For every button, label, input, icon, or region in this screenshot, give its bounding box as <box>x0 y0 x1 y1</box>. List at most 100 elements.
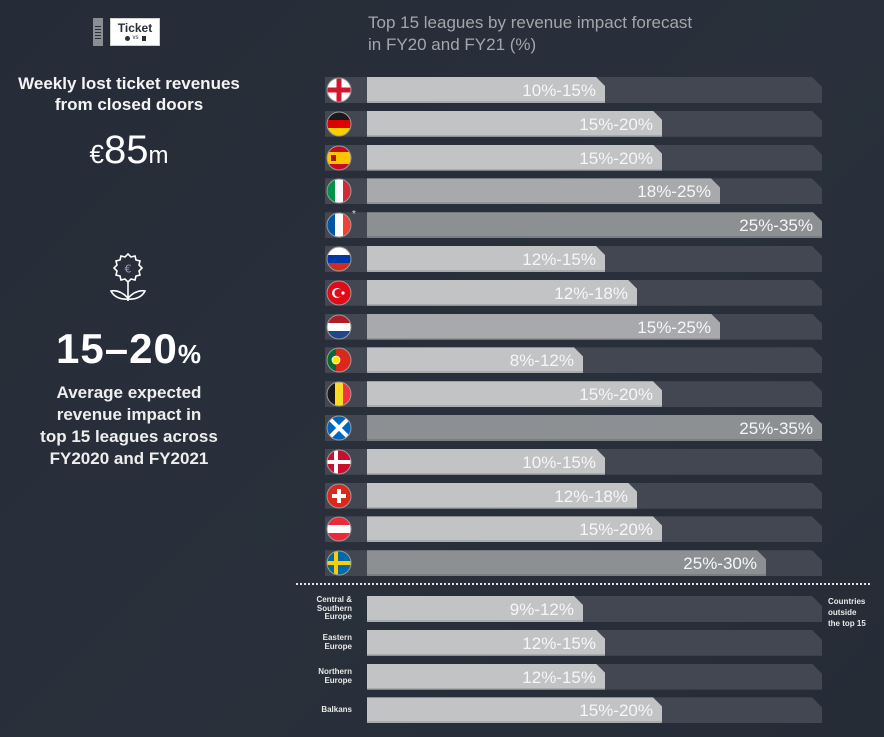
chart-title-line1: Top 15 leagues by revenue impact forecas… <box>368 13 693 32</box>
league-row: 12%-18% <box>0 483 884 509</box>
netherlands-flag-icon <box>326 314 352 340</box>
region-label: Northern Europe <box>296 668 352 685</box>
portugal-flag-icon <box>326 347 352 373</box>
region-label-line: Central & <box>316 595 352 605</box>
bar-value-label: 25%-35% <box>739 216 813 236</box>
avg-desc-line4: FY2020 and FY2021 <box>49 449 209 468</box>
ticket-card: Ticket vs <box>110 18 160 46</box>
svg-text:€: € <box>125 263 132 276</box>
avg-desc-line1: Average expected <box>56 383 202 402</box>
lost-revenue-value: €85m <box>0 128 258 178</box>
league-row: 12%-15% <box>0 246 884 272</box>
league-row: 15%-20% <box>0 111 884 137</box>
bar-value-label: 12%-18% <box>554 486 628 506</box>
avg-desc-line3: top 15 leagues across <box>40 427 218 446</box>
league-row: 25%-35% * <box>0 209 884 238</box>
spain-flag-icon <box>326 145 352 171</box>
league-row: 25%-30% <box>0 550 884 576</box>
bar-fill: 12%-15% <box>367 246 605 272</box>
france-flag-icon <box>326 212 352 238</box>
region-label-line: Europe <box>324 612 352 622</box>
belgium-flag-icon <box>326 381 352 407</box>
bar-value-label: 12%-15% <box>522 667 596 687</box>
outside-note-line3: the top 15 <box>828 619 866 628</box>
bar-value-label: 15%-20% <box>579 114 653 134</box>
region-label-line: Eastern <box>322 633 352 643</box>
bar-value-label: 10%-15% <box>522 81 596 100</box>
bar-fill: 12%-15% <box>367 630 605 656</box>
bar-fill: 9%-12% <box>367 596 583 622</box>
lost-revenue-unit: m <box>148 142 169 169</box>
league-row: 10%-15% <box>0 449 884 475</box>
bar-value-label: 12%-18% <box>554 283 628 303</box>
bar-fill: 15%-20% <box>367 381 662 407</box>
shirt-icon <box>141 35 146 41</box>
turkey-flag-icon <box>326 280 352 306</box>
region-label-line: Balkans <box>321 705 352 715</box>
league-row: 25%-35% <box>0 415 884 441</box>
region-row: 15%-20% Balkans <box>0 697 884 723</box>
region-label: Eastern Europe <box>296 634 352 651</box>
italy-flag-icon <box>326 178 352 204</box>
outside-note-line1: Countries <box>828 597 866 606</box>
bar-value-label: 15%-25% <box>637 317 711 337</box>
bar-fill: 18%-25% <box>367 178 720 204</box>
bar-value-label: 15%-20% <box>579 385 653 405</box>
bar-value-label: 15%-20% <box>579 520 653 540</box>
ticket-icon: Ticket vs <box>93 18 160 46</box>
league-row: 18%-25% <box>0 178 884 204</box>
bar-fill: 10%-15% <box>367 449 605 475</box>
lost-revenue-title-line2: from closed doors <box>54 95 204 114</box>
ticket-matchup: vs <box>124 34 146 42</box>
bar-value-label: 12%-15% <box>522 250 596 269</box>
bar-value-label: 12%-15% <box>522 633 596 653</box>
region-label-line: Southern <box>316 603 352 613</box>
top15-divider <box>296 583 870 585</box>
bar-value-label: 25%-35% <box>739 419 813 438</box>
average-impact-description: Average expected revenue impact in top 1… <box>0 382 258 470</box>
bar-fill: 15%-20% <box>367 145 662 171</box>
avg-desc-line2: revenue impact in <box>56 405 202 424</box>
bar-fill: 25%-30% <box>367 550 766 576</box>
bar-value-label: 8%-12% <box>509 351 574 371</box>
sweden-flag-icon <box>326 550 352 576</box>
russia-flag-icon <box>326 246 352 272</box>
bar-value-label: 9%-12% <box>509 600 574 619</box>
bar-fill: 8%-12% <box>367 347 583 373</box>
summary-panel: Ticket vs Weekly lost ticket revenues fr… <box>0 0 258 737</box>
footnote-marker: * <box>352 209 356 221</box>
region-row: 12%-15% Northern Europe <box>0 664 884 690</box>
switzerland-flag-icon <box>326 483 352 509</box>
region-row: 12%-15% Eastern Europe <box>0 630 884 656</box>
bar-fill: 15%-20% <box>367 111 662 137</box>
bar-fill: 12%-15% <box>367 664 605 690</box>
bar-value-label: 18%-25% <box>637 182 711 202</box>
region-label-line: Europe <box>324 641 352 651</box>
lost-revenue-title: Weekly lost ticket revenues from closed … <box>0 73 258 115</box>
bar-fill: 25%-35% <box>367 212 822 238</box>
bar-fill: 12%-18% <box>367 483 637 509</box>
bar-fill: 15%-20% <box>367 516 662 542</box>
england-flag-icon <box>326 77 352 103</box>
outside-top15-note: Countries outside the top 15 <box>828 596 866 629</box>
outside-note-line2: outside <box>828 608 857 617</box>
bar-value-label: 10%-15% <box>522 452 596 472</box>
currency-symbol: € <box>89 139 104 169</box>
bar-fill: 12%-18% <box>367 280 637 306</box>
region-row: 9%-12% Central & Southern Europe <box>0 596 884 622</box>
league-row: 10%-15% <box>0 77 884 103</box>
league-row: 12%-18% <box>0 280 884 306</box>
euro-flower-icon: € <box>109 252 147 301</box>
league-row: 15%-25% <box>0 314 884 340</box>
region-label-line: Europe <box>324 675 352 685</box>
lost-revenue-title-line1: Weekly lost ticket revenues <box>18 74 240 93</box>
average-impact-unit: % <box>177 339 202 369</box>
chart-title-line2: in FY20 and FY21 (%) <box>368 35 537 54</box>
league-row: 15%-20% <box>0 381 884 407</box>
bar-fill: 15%-25% <box>367 314 720 340</box>
ticket-stub-icon <box>93 18 103 46</box>
ball-icon <box>124 35 130 41</box>
league-row: 15%-20% <box>0 516 884 542</box>
bar-fill: 10%-15% <box>367 77 605 103</box>
ticket-title: Ticket <box>117 21 153 35</box>
